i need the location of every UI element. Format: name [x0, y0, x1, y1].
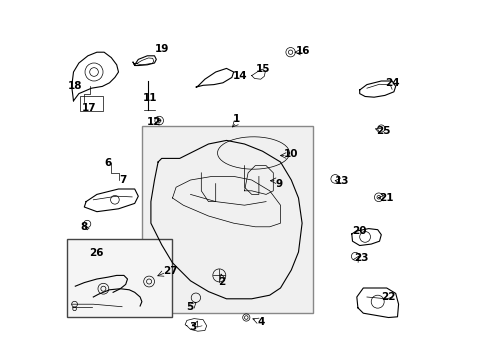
Text: 3: 3 [189, 322, 197, 332]
Text: 1: 1 [232, 114, 240, 124]
Text: 11: 11 [142, 93, 157, 103]
Text: 27: 27 [163, 266, 177, 276]
Text: 13: 13 [334, 176, 348, 186]
Text: 8: 8 [81, 222, 88, 232]
Bar [67, 239, 171, 317]
Bar [80, 96, 103, 111]
Text: 16: 16 [295, 46, 309, 56]
Text: 4: 4 [257, 317, 264, 327]
Text: 24: 24 [384, 78, 399, 88]
Text: 18: 18 [68, 81, 82, 91]
Text: 10: 10 [283, 149, 297, 159]
Text: 17: 17 [81, 103, 96, 113]
FancyBboxPatch shape [142, 126, 312, 313]
Text: 7: 7 [119, 175, 126, 185]
Text: 23: 23 [353, 253, 368, 264]
Text: 25: 25 [375, 126, 389, 136]
Text: 26: 26 [89, 248, 103, 258]
Text: 2: 2 [218, 276, 225, 287]
Text: 21: 21 [379, 193, 393, 203]
Text: 15: 15 [255, 64, 270, 74]
Text: 19: 19 [155, 44, 169, 54]
Text: 20: 20 [351, 226, 366, 236]
Text: 6: 6 [104, 158, 111, 168]
Text: 14: 14 [232, 71, 247, 81]
Text: 5: 5 [186, 302, 193, 312]
Text: 22: 22 [381, 292, 395, 302]
Text: 12: 12 [147, 117, 162, 127]
Text: 9: 9 [275, 179, 282, 189]
